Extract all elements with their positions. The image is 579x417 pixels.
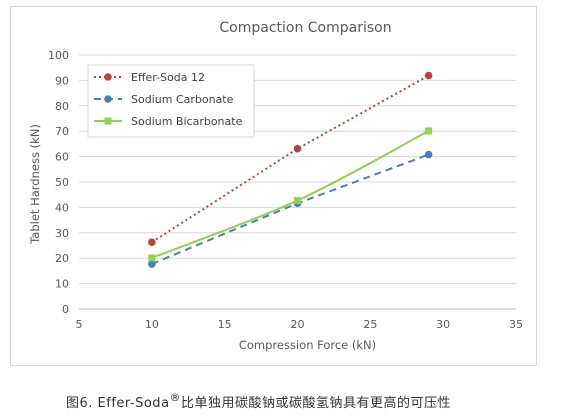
legend-label-sodium-bicarbonate: Sodium Bicarbonate (131, 115, 243, 128)
data-point-sodium-carbonate-29 (424, 150, 433, 159)
registered-mark: ® (169, 391, 182, 404)
chart-frame: 0 10 20 30 40 50 60 70 80 90 100 5 10 15 20 25 30 35 Compa… (10, 6, 537, 366)
line-chart: 0 10 20 30 40 50 60 70 80 90 100 5 10 15 20 25 30 35 Compa… (28, 20, 523, 352)
y-tick-label-0: 0 (62, 303, 69, 316)
caption-text: 比单独用碳酸钠或碳酸氢钠具有更高的可压性 (181, 396, 452, 411)
y-tick-label-80: 80 (55, 100, 69, 113)
x-tick-label-35: 35 (509, 318, 523, 331)
series-line-sodium-carbonate (151, 153, 429, 265)
data-point-sodium-bicarbonate-10 (148, 254, 156, 262)
data-point-effer-soda-12-29 (424, 71, 433, 80)
data-point-sodium-bicarbonate-29 (425, 127, 433, 135)
legend-marker-sodium-carbonate (104, 95, 112, 103)
chart-title: Compaction Comparison (219, 20, 391, 36)
series-line-sodium-bicarbonate (151, 130, 430, 259)
x-axis-title: Compression Force (kN) (239, 338, 376, 352)
legend-label-sodium-carbonate: Sodium Carbonate (131, 93, 234, 106)
y-tick-label-90: 90 (55, 74, 69, 87)
y-tick-label-40: 40 (55, 201, 69, 214)
x-tick-label-30: 30 (436, 318, 450, 331)
data-point-effer-soda-12-10 (148, 238, 156, 246)
figure-caption: 图6. Effer-Soda®比单独用碳酸钠或碳酸氢钠具有更高的可压性 (66, 391, 451, 411)
y-tick-label-60: 60 (55, 151, 69, 164)
legend-label-effer-soda-12: Effer-Soda 12 (131, 71, 205, 84)
data-point-effer-soda-12-20 (293, 144, 302, 153)
x-tick-label-10: 10 (145, 318, 159, 331)
data-point-sodium-carbonate-10 (148, 260, 156, 268)
legend-marker-effer-soda-12 (104, 73, 112, 81)
y-tick-label-20: 20 (55, 252, 69, 265)
x-tick-label-25: 25 (363, 318, 377, 331)
x-tick-label-15: 15 (218, 318, 232, 331)
data-point-sodium-bicarbonate-20 (294, 197, 301, 205)
y-tick-label-50: 50 (55, 176, 69, 189)
y-axis-title: Tablet Hardness (kN) (28, 124, 42, 245)
y-tick-label-30: 30 (55, 227, 69, 240)
caption-prefix: 图6. Effer-Soda (66, 396, 170, 411)
y-tick-label-10: 10 (55, 278, 69, 291)
x-tick-label-5: 5 (76, 318, 83, 331)
y-tick-label-70: 70 (55, 125, 69, 138)
legend-marker-sodium-bicarbonate (104, 117, 112, 125)
y-tick-label-100: 100 (48, 49, 69, 62)
x-tick-label-20: 20 (291, 318, 305, 331)
